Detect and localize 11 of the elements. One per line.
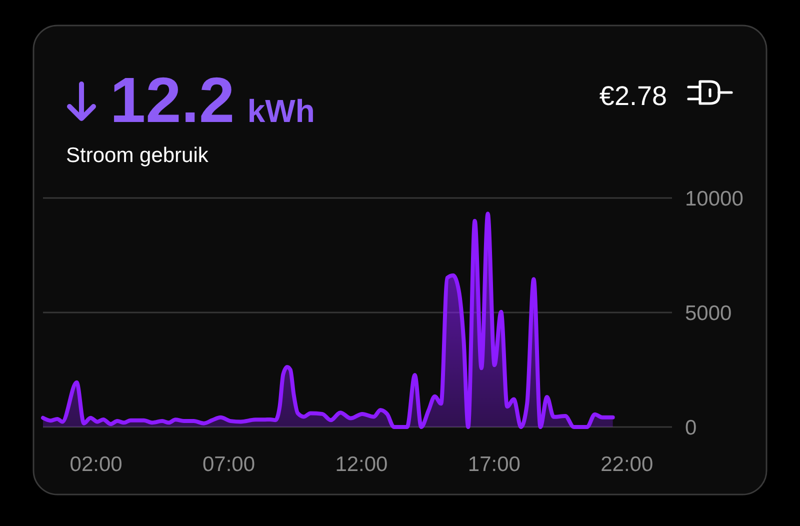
x-tick-label: 07:00 — [202, 453, 256, 476]
y-tick-label: 0 — [685, 416, 697, 440]
chart-subtitle: Stroom gebruik — [66, 144, 209, 167]
y-tick-label: 10000 — [685, 187, 744, 210]
y-tick-label: 5000 — [685, 302, 732, 325]
x-tick-label: 12:00 — [335, 453, 388, 476]
text: €2.78 — [599, 81, 667, 111]
x-tick-label: 02:00 — [70, 453, 122, 476]
chart-title: 12.2 kWh — [110, 64, 315, 136]
x-tick-label: 22:00 — [600, 453, 654, 476]
x-tick-label: 17:00 — [468, 453, 520, 476]
